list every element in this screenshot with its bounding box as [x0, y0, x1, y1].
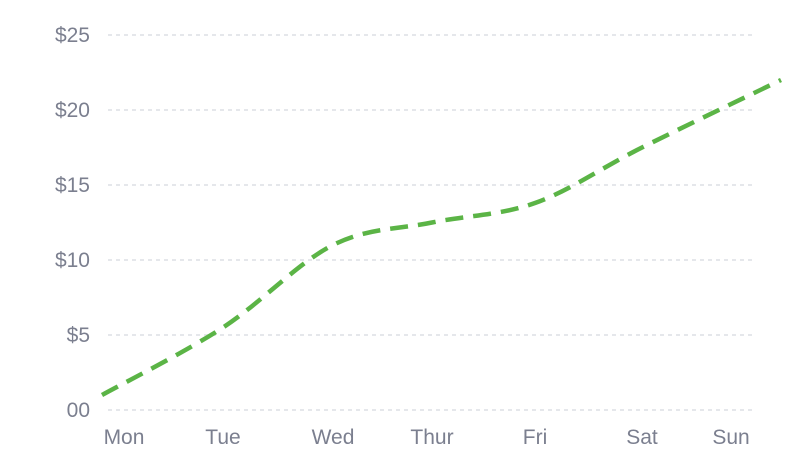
x-tick-label: Thur [410, 426, 453, 449]
y-tick-label: $5 [67, 324, 90, 347]
x-tick-label: Sat [626, 426, 658, 449]
data-point [426, 217, 438, 229]
y-tick-label: $10 [55, 249, 90, 272]
x-tick-label: Mon [104, 426, 145, 449]
data-point [327, 239, 339, 251]
y-tick-label: 00 [67, 399, 90, 422]
x-tick-label: Fri [523, 426, 548, 449]
x-axis-tick-labels: Mon Tue Wed Thur Fri Sat Sun [104, 426, 750, 449]
y-tick-label: $15 [55, 174, 90, 197]
data-point [529, 197, 541, 209]
series-group [96, 74, 787, 401]
data-point [96, 389, 108, 401]
x-tick-label: Wed [312, 426, 355, 449]
data-point [636, 142, 648, 154]
series-line [100, 77, 782, 397]
y-axis-tick-labels: 00 $5 $10 $15 $20 $25 [55, 24, 90, 422]
y-tick-label: $20 [55, 99, 90, 122]
data-point [775, 74, 787, 86]
x-tick-label: Sun [712, 426, 749, 449]
data-point [217, 322, 229, 334]
x-tick-label: Tue [205, 426, 240, 449]
y-tick-label: $25 [55, 24, 90, 47]
